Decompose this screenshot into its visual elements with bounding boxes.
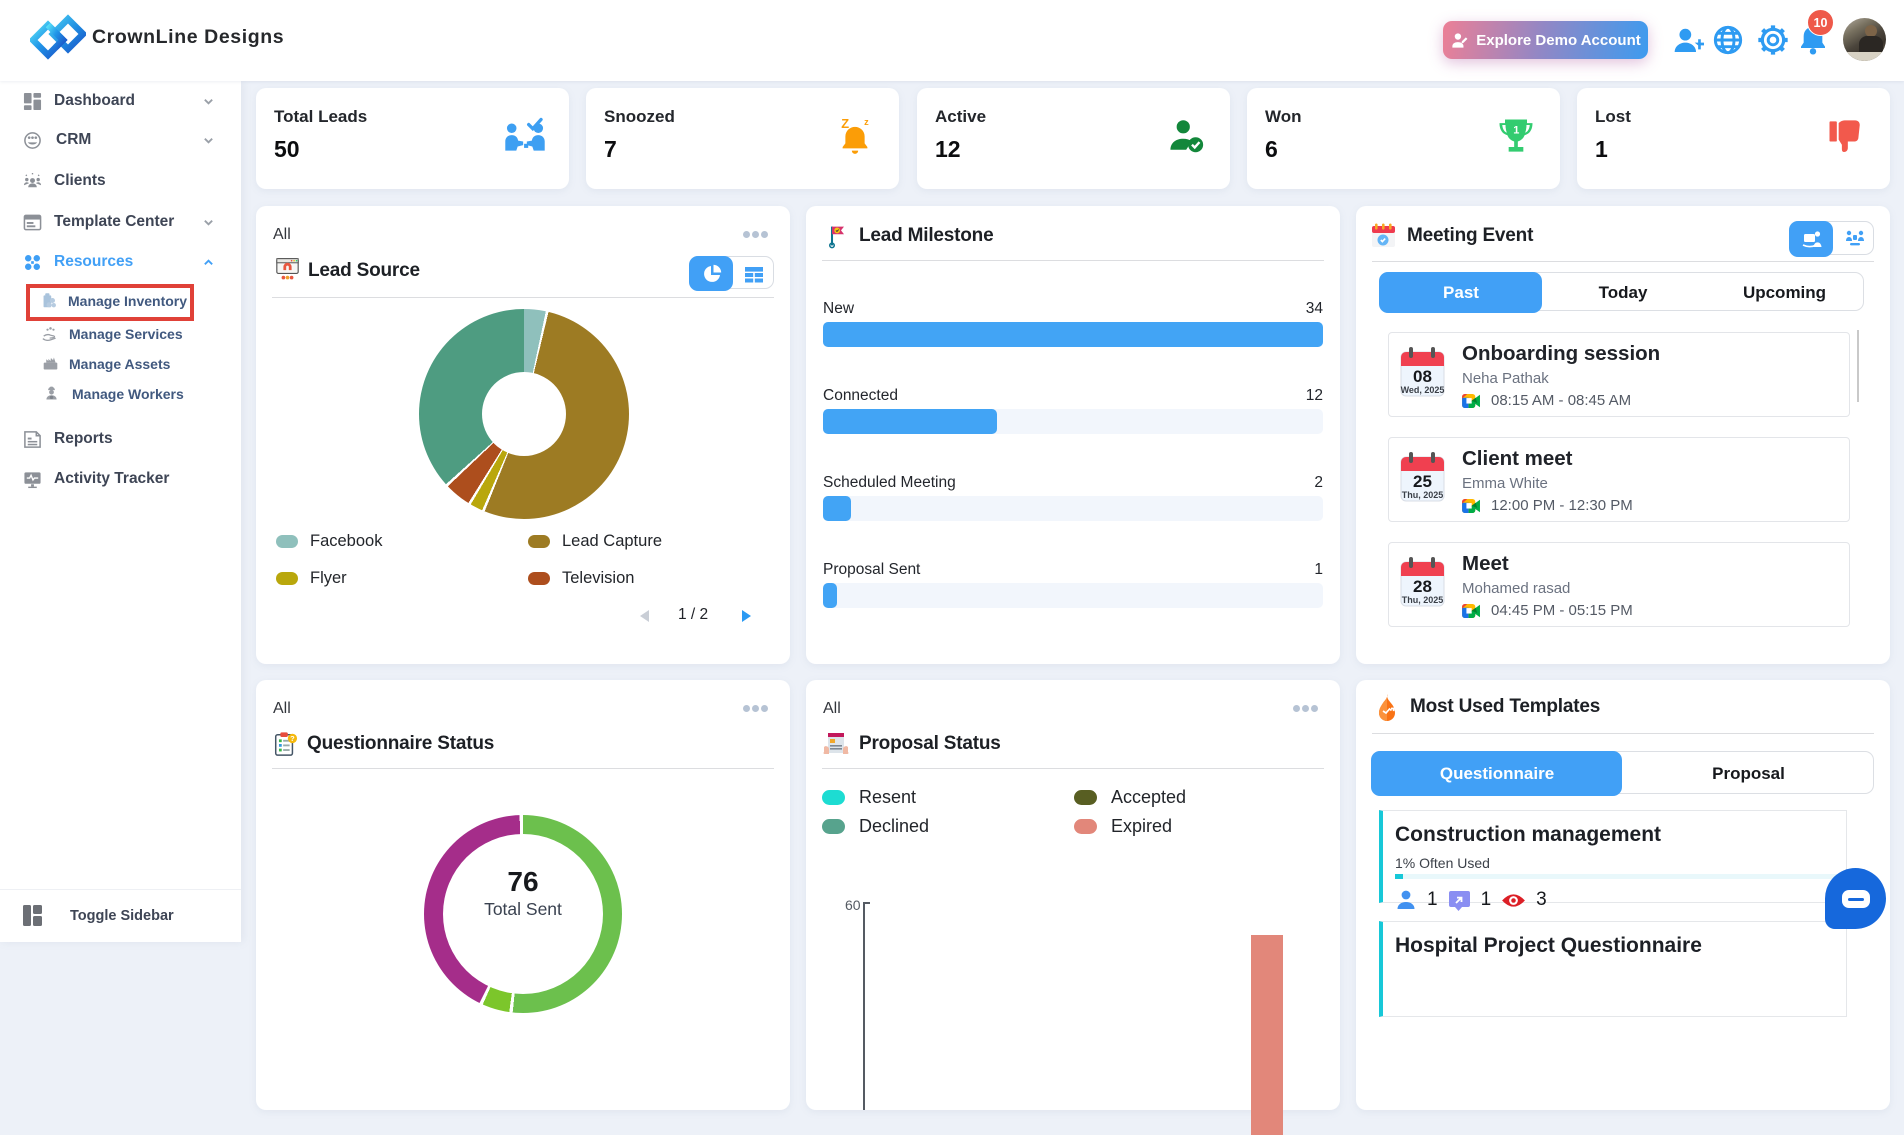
svg-text:25: 25: [1413, 472, 1432, 491]
svg-text:z: z: [864, 117, 869, 127]
svg-text:Thu, 2025: Thu, 2025: [1402, 595, 1444, 605]
svg-text:08: 08: [1413, 367, 1432, 386]
svg-text:Thu, 2025: Thu, 2025: [1402, 490, 1444, 500]
svg-text:Wed, 2025: Wed, 2025: [1401, 385, 1445, 395]
svg-text:?: ?: [290, 734, 295, 743]
svg-text:Z: Z: [841, 116, 849, 131]
svg-text:28: 28: [1413, 577, 1432, 596]
svg-text:1: 1: [1513, 124, 1519, 136]
